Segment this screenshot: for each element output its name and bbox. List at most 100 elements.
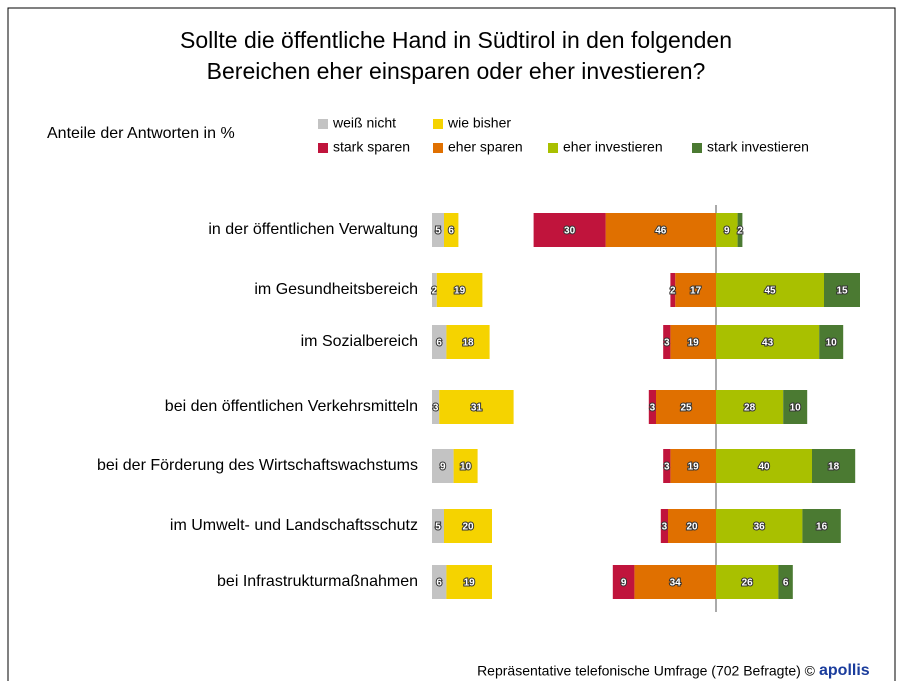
value-label: 5 <box>435 522 441 533</box>
value-label: 25 <box>680 403 692 414</box>
bar <box>716 390 784 424</box>
frame <box>7 7 896 681</box>
legend-swatch <box>433 119 443 129</box>
legend-swatch <box>692 143 702 153</box>
bar <box>668 509 716 543</box>
legend-label: weiß nicht <box>332 115 396 131</box>
category-label: bei Infrastrukturmaßnahmen <box>217 573 418 590</box>
value-label: 3 <box>664 338 670 349</box>
category-label: im Sozialbereich <box>301 333 418 350</box>
bar <box>432 449 454 483</box>
value-label: 46 <box>655 226 667 237</box>
value-label: 17 <box>690 286 702 297</box>
bar <box>436 273 483 307</box>
bar <box>432 390 440 424</box>
category-label: bei der Förderung des Wirtschaftswachstu… <box>97 457 418 474</box>
bar <box>446 565 492 599</box>
bar <box>432 325 447 359</box>
bar <box>663 325 671 359</box>
value-label: 40 <box>758 462 770 473</box>
chart-title: Sollte die öffentliche Hand in Südtirol … <box>180 27 732 53</box>
value-label: 2 <box>670 286 676 297</box>
value-label: 31 <box>471 403 483 414</box>
bar <box>716 273 824 307</box>
bar <box>778 565 793 599</box>
bar <box>444 509 492 543</box>
bar <box>432 213 444 247</box>
bar <box>716 449 812 483</box>
value-label: 9 <box>724 226 730 237</box>
value-label: 5 <box>435 226 441 237</box>
bar <box>634 565 716 599</box>
legend-label: stark investieren <box>707 139 809 155</box>
bar <box>432 565 447 599</box>
value-label: 16 <box>816 522 828 533</box>
bar <box>444 213 459 247</box>
bar <box>716 565 779 599</box>
category-label: bei den öffentlichen Verkehrsmitteln <box>165 398 418 415</box>
value-label: 19 <box>688 462 700 473</box>
value-label: 6 <box>448 226 454 237</box>
value-label: 20 <box>462 522 474 533</box>
legend-swatch <box>318 119 328 129</box>
value-label: 3 <box>650 403 656 414</box>
logo: apollis <box>819 662 870 679</box>
value-label: 36 <box>754 522 766 533</box>
legend-label: wie bisher <box>447 115 511 131</box>
category-label: im Umwelt- und Landschaftsschutz <box>170 517 418 534</box>
bar <box>670 273 676 307</box>
value-label: 30 <box>564 226 576 237</box>
legend-swatch <box>433 143 443 153</box>
bar <box>605 213 716 247</box>
value-label: 19 <box>688 338 700 349</box>
bar <box>783 390 808 424</box>
legend-swatch <box>548 143 558 153</box>
value-label: 45 <box>764 286 776 297</box>
value-label: 19 <box>464 578 476 589</box>
value-label: 43 <box>762 338 774 349</box>
bar <box>446 325 490 359</box>
bar <box>432 509 444 543</box>
bar <box>439 390 514 424</box>
legend-swatch <box>318 143 328 153</box>
value-label: 10 <box>790 403 802 414</box>
subtitle: Anteile der Antworten in % <box>47 125 235 142</box>
bar <box>675 273 716 307</box>
value-label: 3 <box>664 462 670 473</box>
bar <box>612 565 635 599</box>
value-label: 18 <box>828 462 840 473</box>
bar <box>812 449 856 483</box>
bar <box>660 509 668 543</box>
value-label: 9 <box>440 462 446 473</box>
bar <box>716 509 803 543</box>
source: Repräsentative telefonische Umfrage (702… <box>477 663 816 679</box>
legend-label: eher sparen <box>448 139 523 155</box>
bar <box>648 390 656 424</box>
value-label: 6 <box>436 338 442 349</box>
value-label: 2 <box>432 286 438 297</box>
category-label: im Gesundheitsbereich <box>254 281 418 298</box>
bar <box>663 449 671 483</box>
value-label: 20 <box>686 522 698 533</box>
value-label: 3 <box>433 403 439 414</box>
value-label: 34 <box>670 578 682 589</box>
value-label: 3 <box>662 522 668 533</box>
bar <box>656 390 716 424</box>
value-label: 18 <box>462 338 474 349</box>
value-label: 10 <box>460 462 472 473</box>
value-label: 6 <box>436 578 442 589</box>
bar <box>716 213 738 247</box>
legend-label: eher investieren <box>563 139 663 155</box>
value-label: 26 <box>742 578 754 589</box>
value-label: 9 <box>621 578 627 589</box>
value-label: 28 <box>744 403 756 414</box>
bar <box>819 325 844 359</box>
bar <box>716 325 820 359</box>
bar <box>533 213 606 247</box>
bar <box>802 509 841 543</box>
value-label: 10 <box>826 338 838 349</box>
legend-label: stark sparen <box>333 139 410 155</box>
bar <box>432 273 437 307</box>
bar <box>670 325 716 359</box>
